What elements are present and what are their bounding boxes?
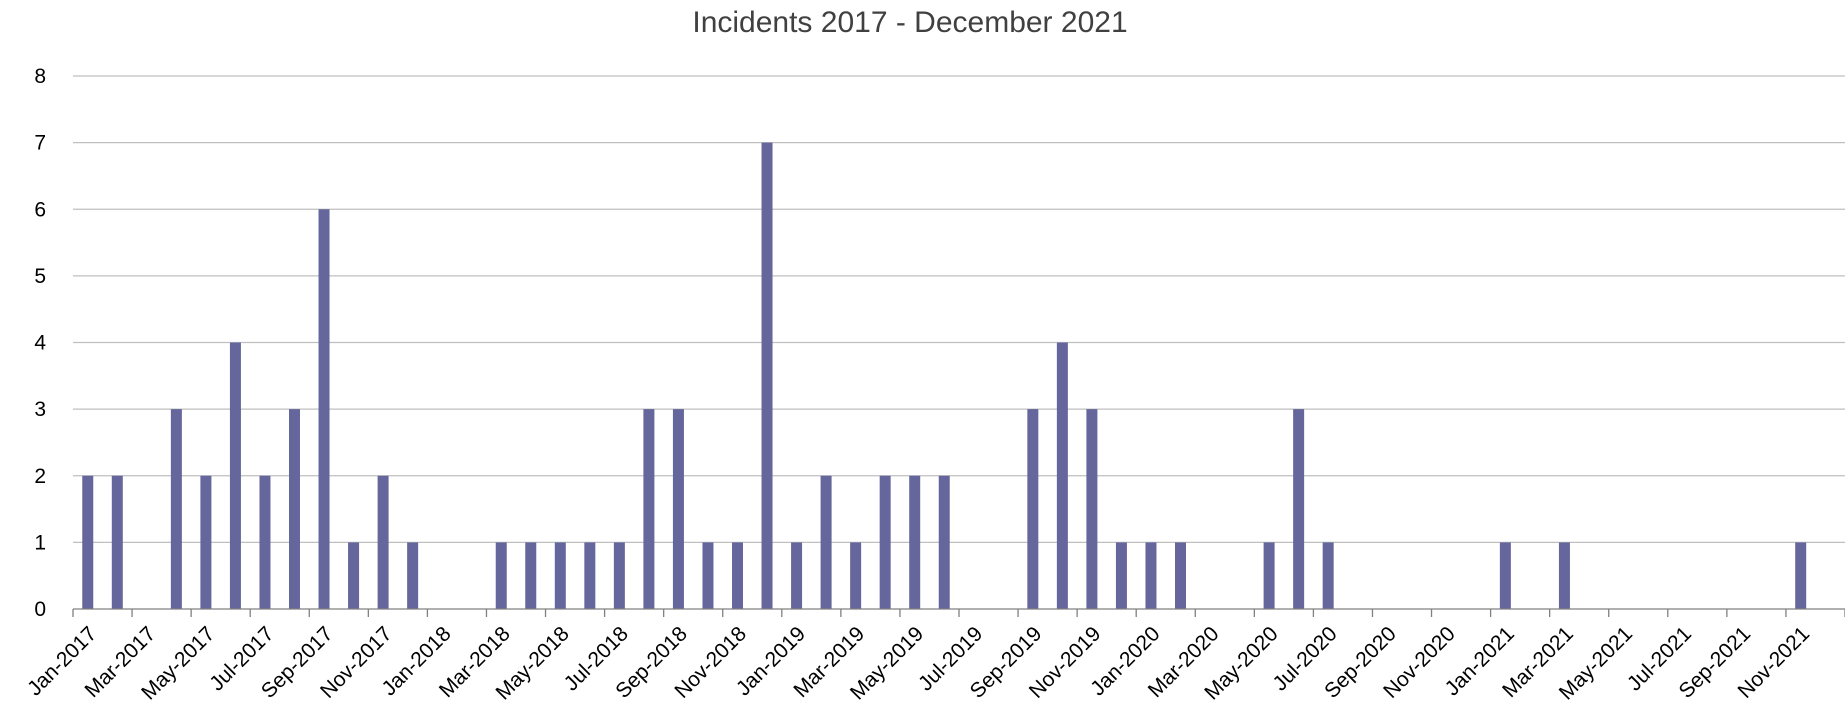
y-tick-label: 3 (34, 398, 46, 421)
x-axis-labels: Jan-2017Mar-2017May-2017Jul-2017Sep-2017… (23, 622, 1814, 704)
bar-nov-2017 (377, 475, 389, 609)
bar-nov-2018 (732, 542, 743, 609)
bar-may-2018 (554, 542, 566, 609)
bar-jan-2017 (82, 475, 94, 609)
bar-aug-2017 (289, 409, 300, 609)
bar-oct-2017 (348, 542, 360, 609)
bar-dec-2018 (761, 142, 773, 609)
x-axis (72, 608, 1845, 617)
y-axis-labels: 0 1 2 3 4 5 6 7 8 (34, 65, 46, 621)
bar-feb-2019 (820, 475, 832, 609)
bar-jul-2020 (1322, 542, 1334, 609)
bar-apr-2018 (525, 542, 537, 609)
bar-mar-2018 (495, 542, 507, 609)
bar-nov-2019 (1086, 409, 1098, 609)
bar-apr-2017 (170, 409, 182, 609)
bar-jun-2019 (938, 475, 950, 609)
bar-sep-2019 (1027, 409, 1039, 609)
bars (82, 142, 1807, 609)
bar-aug-2018 (643, 409, 655, 609)
bar-may-2020 (1263, 542, 1275, 609)
bar-sep-2017 (318, 209, 330, 609)
bar-oct-2018 (702, 542, 714, 609)
bar-nov-2021 (1795, 542, 1807, 609)
bar-mar-2019 (850, 542, 862, 609)
gridlines (73, 75, 1845, 544)
bar-jul-2017 (259, 475, 271, 609)
bar-oct-2019 (1056, 342, 1068, 609)
bar-jun-2020 (1293, 409, 1305, 609)
y-tick-label: 0 (34, 598, 46, 621)
bar-jun-2018 (584, 542, 596, 609)
bar-may-2017 (200, 475, 212, 609)
y-tick-label: 1 (34, 531, 46, 554)
y-tick-label: 2 (34, 465, 46, 488)
bar-jul-2018 (613, 542, 625, 609)
bar-jan-2021 (1499, 542, 1511, 609)
y-tick-label: 4 (34, 332, 46, 355)
bar-jan-2020 (1145, 542, 1157, 609)
bar-feb-2020 (1175, 542, 1186, 609)
bar-apr-2019 (879, 475, 891, 609)
bar-jan-2019 (791, 542, 803, 609)
bar-feb-2017 (111, 475, 123, 609)
chart-title: Incidents 2017 - December 2021 (692, 6, 1127, 39)
bar-jun-2017 (229, 342, 241, 609)
y-tick-label: 5 (34, 265, 46, 288)
bar-may-2019 (909, 475, 921, 609)
y-tick-label: 6 (34, 198, 46, 221)
y-tick-label: 7 (34, 132, 46, 155)
bar-dec-2019 (1115, 542, 1127, 609)
bar-sep-2018 (672, 409, 684, 609)
y-tick-label: 8 (34, 65, 46, 88)
bar-dec-2017 (407, 542, 419, 609)
bar-mar-2021 (1558, 542, 1570, 609)
